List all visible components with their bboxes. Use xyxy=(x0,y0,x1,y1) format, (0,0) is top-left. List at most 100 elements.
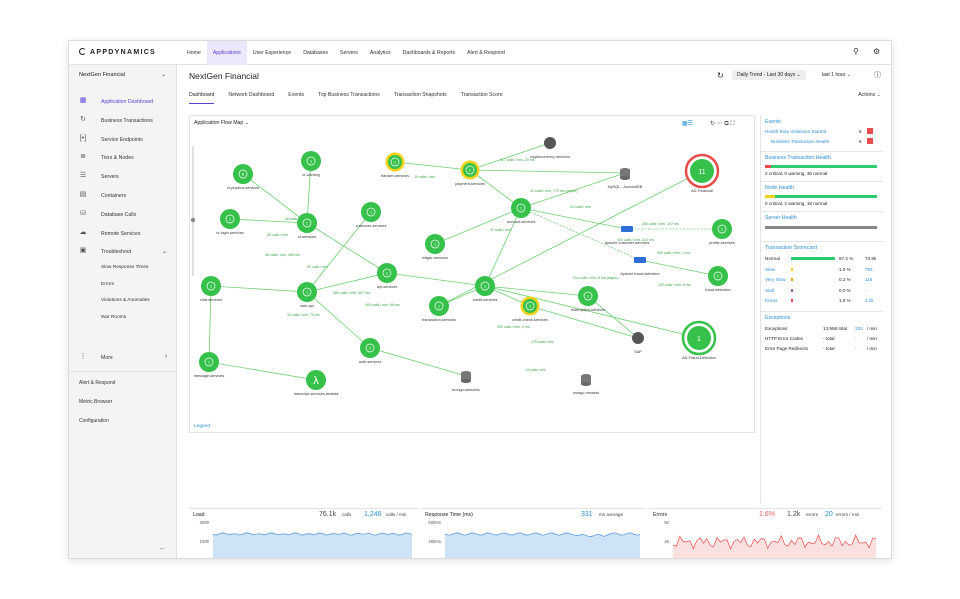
flow-edge[interactable] xyxy=(394,161,471,171)
load-panel[interactable]: Load 76.1k calls 1,246 calls / min 2000 1… xyxy=(189,508,418,558)
score-label[interactable]: Errors xyxy=(765,298,778,303)
collapse-sidebar-icon[interactable]: ← xyxy=(159,545,166,552)
node-health-title[interactable]: Node Health xyxy=(765,185,794,191)
flow-node-apache-customer-services[interactable]: Apache customer-services xyxy=(605,226,650,245)
sidebar-sub-violations-anomalies[interactable]: Violations & Anomalies xyxy=(101,298,150,303)
nav-user-experience[interactable]: User Experience xyxy=(252,50,292,56)
flow-edge[interactable] xyxy=(520,172,626,209)
sidebar-item-service-endpoints[interactable]: [•] Service Endpoints xyxy=(69,131,177,149)
flow-node-ad-fraud-detection[interactable]: 1 AD-Fraud-Detection xyxy=(681,320,717,360)
zoom-slider[interactable] xyxy=(192,146,194,276)
chevron-down-icon[interactable]: ⌄ xyxy=(161,249,167,256)
sidebar-item-servers[interactable]: ☰ Servers xyxy=(69,168,177,186)
help-icon[interactable]: ⓘ xyxy=(874,72,881,79)
nav-servers[interactable]: Servers xyxy=(340,50,358,56)
flow-map[interactable]: 25 calls / min 40 calls / min 38 calls / m… xyxy=(190,116,756,434)
flow-node-credit-services[interactable]: 1 credit-services xyxy=(473,276,498,302)
flow-node-mongo-sessions[interactable]: mongo-sessions xyxy=(452,371,480,392)
map-tools-icon[interactable]: ↻ ⋯ ⧉ ⛶ xyxy=(710,121,735,127)
flow-edge[interactable] xyxy=(306,211,372,293)
flow-node-transcript-services-lambda[interactable]: λ transcript-services-lambda xyxy=(294,370,339,396)
flow-edge[interactable] xyxy=(484,207,522,287)
search-icon[interactable]: ⚲ xyxy=(853,47,859,56)
flow-edge[interactable] xyxy=(639,259,719,277)
flow-node-profile-services[interactable]: 1 profile-services xyxy=(709,219,735,245)
flow-edge[interactable] xyxy=(520,207,641,261)
nav-databases[interactable]: Databases xyxy=(303,50,328,56)
flow-node-mongo-rewards[interactable]: mongo-rewards xyxy=(573,374,599,395)
bt-health-link[interactable]: Business Transaction Health xyxy=(771,139,830,144)
flow-edge[interactable] xyxy=(306,222,388,274)
zoom-handle[interactable] xyxy=(190,217,196,223)
flow-node-mysql-accountdb[interactable]: MySQL - AccountDB xyxy=(608,168,643,189)
flow-node-payment-services[interactable]: 1 payment-services xyxy=(455,160,485,187)
tab-network-dashboard[interactable]: Network Dashboard xyxy=(228,92,275,98)
exception-rate[interactable]: 333 xyxy=(855,326,863,331)
nav-dashboards-reports[interactable]: Dashboards & Reports xyxy=(402,50,456,56)
score-value[interactable]: 115 xyxy=(865,277,873,282)
flow-node-api-services[interactable]: 1 api-services xyxy=(377,263,397,289)
flow-node-vr-login-services[interactable]: 1 vr-login-services xyxy=(216,209,244,235)
flow-node-message-services[interactable]: 1 message-services xyxy=(194,352,225,378)
nav-home[interactable]: Home xyxy=(187,50,201,56)
health-rule-link[interactable]: Health Rule Violations Started xyxy=(765,129,827,134)
flow-edge[interactable] xyxy=(469,169,626,174)
tab-transaction-score[interactable]: Transaction Score xyxy=(460,92,503,98)
sidebar-item-business-transactions[interactable]: ↻ Business Transactions xyxy=(69,112,177,130)
sidebar-bottom-metric-browser[interactable]: Metric Browser xyxy=(79,399,113,405)
sidebar-item-troubleshoot[interactable]: ▣ Troubleshoot ⌄ xyxy=(69,243,177,261)
app-selector[interactable]: NextGen Financial xyxy=(79,72,126,78)
flow-map-title[interactable]: Application Flow Map ⌄ xyxy=(194,120,250,126)
response-time-panel[interactable]: Response Time (ms) 331 ms average 500ms 2… xyxy=(421,508,646,558)
gear-icon[interactable]: ⚙ xyxy=(873,47,881,56)
sidebar-item-containers[interactable]: ▤ Containers xyxy=(69,187,177,205)
flow-edge[interactable] xyxy=(529,305,639,339)
flow-node-apache-fraud-detection[interactable]: Apache fraud-detection xyxy=(620,257,660,276)
tab-dashboard[interactable]: Dashboard xyxy=(189,92,215,104)
layout-icon[interactable]: ▦☰ xyxy=(682,121,694,127)
exception-rate[interactable]: - xyxy=(855,346,857,351)
flow-node-ledger-services[interactable]: 1 ledger-services xyxy=(422,234,448,260)
tab-transaction-snapshots[interactable]: Transaction Snapshots xyxy=(393,92,447,98)
nav-alert-respond[interactable]: Alert & Respond xyxy=(467,50,505,56)
actions-menu[interactable]: Actions ⌄ xyxy=(858,92,881,98)
sidebar-sub-war-rooms[interactable]: War Rooms xyxy=(101,314,127,320)
score-value[interactable]: 1.2k xyxy=(865,298,874,303)
sidebar-sub-slow-response-times[interactable]: Slow Response Times xyxy=(101,265,149,270)
flow-edge[interactable] xyxy=(386,272,486,287)
flow-node-vr-services[interactable]: 1 vr-services xyxy=(297,213,317,239)
flow-edge[interactable] xyxy=(484,285,700,339)
flow-node-web-api[interactable]: 1 web-api xyxy=(297,282,317,308)
flow-node-sap[interactable]: SAP xyxy=(632,332,644,354)
sidebar-bottom-alert-respond[interactable]: Alert & Respond xyxy=(79,380,116,386)
brand-logo[interactable]: APPDYNAMICS xyxy=(79,48,156,56)
flow-edge[interactable] xyxy=(229,218,308,224)
errors-panel[interactable]: Errors 1.6% 1.2k errors 20 errors / min … xyxy=(649,508,882,558)
flow-edge[interactable] xyxy=(469,169,522,209)
flow-node-fraud-detection[interactable]: 1 fraud-detection xyxy=(705,266,731,292)
flow-node-transfer-services[interactable]: 1 transfer-services xyxy=(381,152,409,179)
trend-selector[interactable]: Daily Trend - Last 30 days ⌄ xyxy=(732,70,806,80)
flow-edge[interactable] xyxy=(210,285,308,293)
flow-edge[interactable] xyxy=(242,173,308,224)
sidebar-item-tiers-nodes[interactable]: ≣ Tiers & Nodes xyxy=(69,149,177,167)
flow-edge[interactable] xyxy=(469,142,551,171)
flow-edge[interactable] xyxy=(306,160,312,224)
score-value[interactable]: 794 xyxy=(865,266,873,272)
sidebar-item-remote-services[interactable]: ☁ Remote Services xyxy=(69,225,177,243)
sidebar-item-application-dashboard[interactable]: ▦ Application Dashboard xyxy=(69,93,177,111)
server-health-title[interactable]: Server Health xyxy=(765,215,797,221)
flow-node-account-services[interactable]: 1 account-services xyxy=(507,198,536,224)
legend-link[interactable]: Legend xyxy=(194,424,211,429)
flow-node-vr-physics-services[interactable]: 8 vr-physics-services xyxy=(227,164,259,190)
time-range-selector[interactable]: last 1 hour ⌄ xyxy=(822,72,851,78)
score-label[interactable]: Very Slow xyxy=(765,277,786,282)
sidebar-sub-errors[interactable]: Errors xyxy=(101,281,115,287)
exception-rate[interactable]: - xyxy=(855,336,857,341)
flow-node-ad-financial[interactable]: 11 AD-Financial xyxy=(684,153,720,193)
tab-top-business-transactions[interactable]: Top Business Transactions xyxy=(318,92,380,98)
score-value[interactable]: - xyxy=(865,287,867,293)
chevron-down-icon[interactable]: ⌄ xyxy=(160,72,166,78)
flow-edge[interactable] xyxy=(306,291,371,349)
nav-analytics[interactable]: Analytics xyxy=(369,50,391,56)
